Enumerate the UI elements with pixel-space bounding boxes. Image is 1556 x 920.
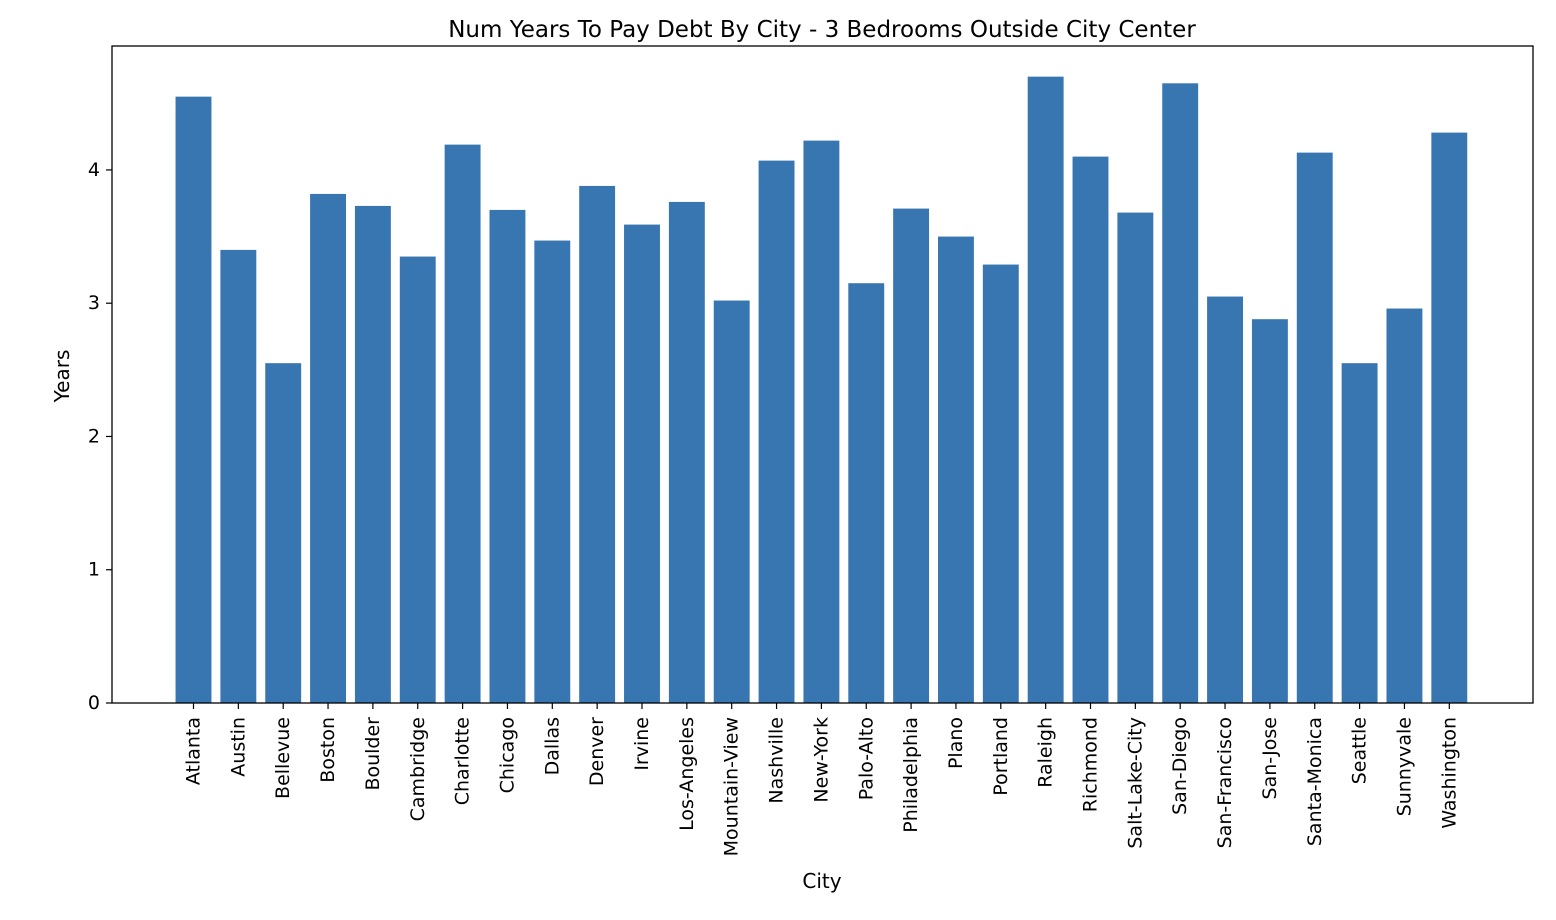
x-tick-label: Chicago [496, 717, 518, 793]
x-tick-label: San-Francisco [1214, 717, 1236, 848]
bar-boston [310, 193, 346, 704]
bar-boulder [354, 205, 391, 704]
bar-raleigh [1027, 76, 1064, 703]
bar-richmond [1072, 156, 1109, 704]
bar-austin [220, 249, 257, 703]
y-tick-label: 2 [88, 425, 100, 447]
bar-bellevue [265, 363, 302, 703]
bar-atlanta [175, 96, 212, 703]
x-tick-label: Richmond [1080, 717, 1102, 812]
bar-washington [1431, 132, 1468, 703]
x-tick-label: Boulder [362, 717, 384, 791]
bar-denver [579, 185, 616, 703]
x-tick-label: Santa-Monica [1304, 717, 1326, 846]
x-tick-label: San-Jose [1259, 717, 1281, 799]
x-tick-label: Nashville [766, 717, 788, 804]
bar-chicago [489, 209, 526, 704]
bar-irvine [624, 224, 660, 703]
bar-plano [938, 236, 974, 703]
x-tick-label: Washington [1438, 717, 1460, 829]
y-tick-label: 1 [88, 559, 100, 581]
x-tick-label: Salt-Lake-City [1124, 717, 1146, 849]
x-tick-label: New-York [810, 717, 832, 803]
x-tick-label: Mountain-View [721, 717, 743, 856]
y-axis-title: Years [50, 350, 74, 404]
x-tick-label: Atlanta [183, 717, 205, 785]
bar-new-york [803, 140, 840, 703]
x-tick-label: San-Diego [1169, 717, 1191, 815]
bar-salt-lake-city [1117, 212, 1154, 703]
bar-seattle [1341, 363, 1378, 703]
x-tick-label: Plano [945, 717, 967, 769]
y-axis: 0 1 2 3 4 [88, 159, 112, 714]
y-tick-label: 3 [88, 292, 100, 314]
bar-mountain-view [713, 300, 750, 703]
x-tick-label: Los-Angeles [676, 717, 698, 831]
bar-charlotte [444, 144, 481, 703]
x-tick-label: Sunnyvale [1393, 717, 1415, 816]
x-tick-label: Dallas [541, 717, 563, 775]
x-tick-label: Boston [317, 717, 339, 783]
y-tick-label: 4 [88, 159, 100, 181]
x-axis-title: City [802, 869, 841, 893]
bar-los-angeles [668, 201, 705, 704]
bar-san-francisco [1207, 296, 1243, 703]
bar-philadelphia [893, 208, 930, 703]
bar-santa-monica [1296, 152, 1333, 704]
x-tick-label: Irvine [631, 717, 653, 771]
bar-nashville [758, 160, 795, 704]
bar-cambridge [399, 256, 436, 703]
bars-layer [175, 76, 1468, 704]
x-tick-label: Seattle [1349, 717, 1371, 784]
bar-portland [982, 264, 1019, 703]
x-axis: Atlanta Austin Bellevue Boston Boulder Cambri… [183, 703, 1460, 856]
x-tick-label: Cambridge [407, 717, 429, 821]
y-tick-label: 0 [88, 692, 100, 714]
chart-title: Num Years To Pay Debt By City - 3 Bedroo… [448, 17, 1196, 43]
bar-sunnyvale [1386, 308, 1423, 703]
bar-san-jose [1251, 319, 1288, 703]
x-tick-label: Bellevue [272, 717, 294, 799]
bar-san-diego [1162, 83, 1199, 703]
x-tick-label: Raleigh [1035, 717, 1057, 788]
bar-palo-alto [848, 283, 885, 703]
x-tick-label: Denver [586, 717, 608, 786]
x-tick-label: Charlotte [452, 717, 474, 805]
x-tick-label: Austin [227, 717, 249, 777]
x-tick-label: Palo-Alto [855, 717, 877, 800]
plot-frame [111, 45, 1534, 704]
bar-dallas [534, 240, 571, 703]
x-tick-label: Portland [990, 717, 1012, 796]
x-tick-label: Philadelphia [900, 717, 922, 833]
